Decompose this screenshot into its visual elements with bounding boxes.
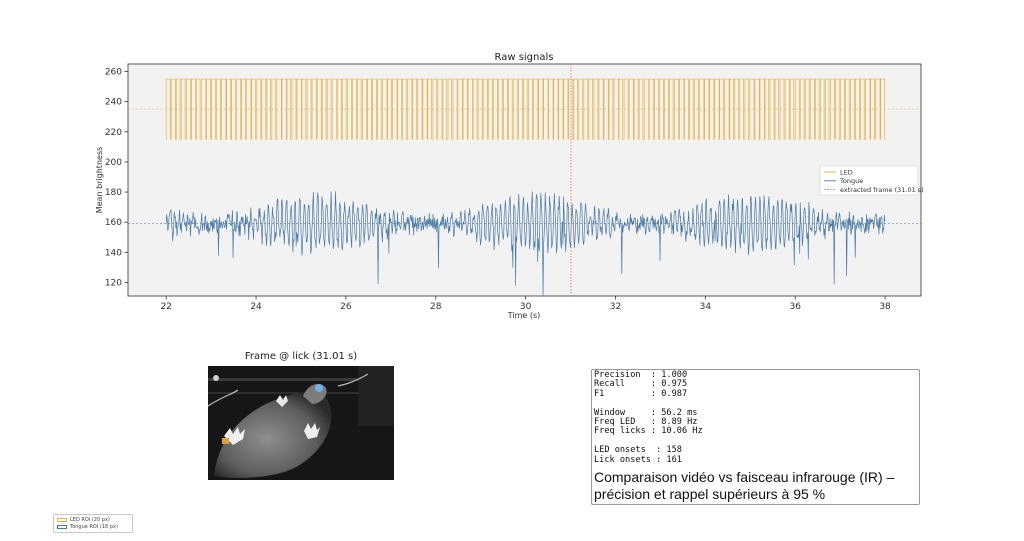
legend-label: extracted frame (31.01 s) xyxy=(840,186,924,194)
y-tick-label: 240 xyxy=(105,98,122,108)
led-series-line xyxy=(165,78,886,140)
y-tick-label: 220 xyxy=(105,128,122,138)
x-tick-label: 32 xyxy=(610,302,621,312)
roi-legend-tongue: Tongue ROI (18 px) xyxy=(57,524,118,531)
x-tick-label: 24 xyxy=(250,302,262,312)
y-tick-label: 160 xyxy=(105,218,122,228)
frame-title: Frame @ lick (31.01 s) xyxy=(244,351,358,362)
metrics-caption: Comparaison vidéo vs faisceau infrarouge… xyxy=(594,469,895,502)
raw-signals-chart: Raw signals Time (s) Mean brightness 22 2… xyxy=(95,52,924,320)
x-tick-label: 38 xyxy=(879,302,891,312)
roi-legend-tongue-label: Tongue ROI (18 px) xyxy=(70,524,118,530)
x-tick-label: 36 xyxy=(789,302,801,312)
plot-area xyxy=(127,63,922,297)
metrics-box: Precision : 1.000 Recall : 0.975 F1 : 0.… xyxy=(591,369,920,505)
x-tick-label: 28 xyxy=(430,302,442,312)
roi-legend-led: LED ROI (20 px) xyxy=(57,517,110,524)
x-tick-label: 22 xyxy=(160,302,171,312)
y-axis-label: Mean brightness xyxy=(95,147,104,214)
tongue-series-line xyxy=(165,191,886,297)
x-tick-label: 26 xyxy=(340,302,352,312)
roi-legend-led-label: LED ROI (20 px) xyxy=(70,517,110,523)
frame-panel: Frame @ lick (31.01 s) xyxy=(205,350,397,480)
y-tick-label: 120 xyxy=(105,278,122,288)
y-tick-label: 180 xyxy=(105,188,122,198)
x-tick-label: 30 xyxy=(520,302,532,312)
y-tick-label: 140 xyxy=(105,248,122,258)
lick-frame-image xyxy=(208,366,394,480)
legend-label: Tongue xyxy=(839,177,863,185)
metrics-text: Precision : 1.000 Recall : 0.975 F1 : 0.… xyxy=(594,370,703,465)
x-tick-label: 34 xyxy=(700,302,712,312)
tongue-roi-swatch xyxy=(57,524,67,529)
y-tick-label: 260 xyxy=(105,68,122,78)
legend-label: LED xyxy=(840,168,853,176)
led-roi-swatch xyxy=(57,517,67,522)
y-tick-label: 200 xyxy=(105,158,122,168)
x-axis-label: Time (s) xyxy=(507,311,541,320)
roi-legend: LED ROI (20 px) Tongue ROI (18 px) xyxy=(53,514,133,533)
chart-title: Raw signals xyxy=(494,52,553,63)
